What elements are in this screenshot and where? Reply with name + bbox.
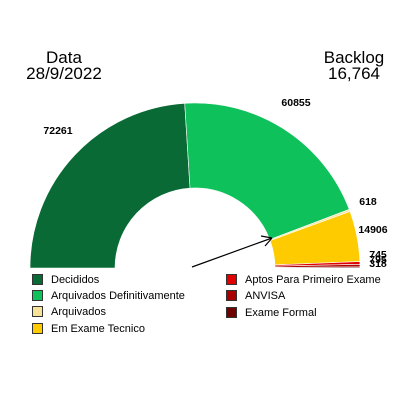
slice-label-decididos: 72261: [43, 125, 72, 137]
backlog-arrow: [191, 235, 273, 268]
legend-swatch: [226, 289, 237, 301]
backlog-value: 16,764: [328, 64, 380, 83]
slice-label-arquivados: 618: [359, 196, 377, 208]
slice-label-anvisa: 745: [369, 249, 387, 261]
date-value: 28/9/2022: [26, 64, 102, 83]
legend-item-arquivados: Arquivados: [32, 305, 106, 319]
slice-arquivados-definitivamente: [184, 102, 350, 240]
legend-swatch: [32, 273, 43, 285]
legend-swatch: [32, 305, 43, 317]
legend-swatch: [226, 273, 237, 285]
slice-decididos: [29, 103, 191, 269]
legend-swatch: [32, 289, 43, 301]
date-block: Data 28/9/2022: [14, 48, 114, 83]
legend-item-em-exame-tecnico: Em Exame Tecnico: [32, 322, 145, 336]
legend-item-arquivados-definitivamente: Arquivados Definitivamente: [32, 289, 185, 303]
slice-label-exame-formal: 318: [369, 258, 387, 270]
legend-swatch: [226, 306, 237, 318]
legend-item-anvisa: ANVISA: [226, 289, 285, 303]
slice-label-aptos-para-primeiro-exame: 795: [369, 254, 387, 266]
legend-item-decididos: Decididos: [32, 273, 99, 287]
chart-slices: [29, 102, 361, 269]
slice-exame-formal: [274, 266, 361, 269]
backlog-block: Backlog 16,764: [308, 48, 400, 83]
legend-item-aptos-para-primeiro-exame: Aptos Para Primeiro Exame: [226, 273, 381, 287]
backlog-label: Backlog: [323, 48, 385, 67]
legend-item-exame-formal: Exame Formal: [226, 306, 317, 320]
slice-label-em-exame-tecnico: 14906: [358, 224, 387, 236]
slice-label-arquivados-definitivamente: 60855: [281, 97, 310, 109]
legend-swatch: [32, 322, 43, 334]
date-label: Data: [46, 48, 82, 67]
